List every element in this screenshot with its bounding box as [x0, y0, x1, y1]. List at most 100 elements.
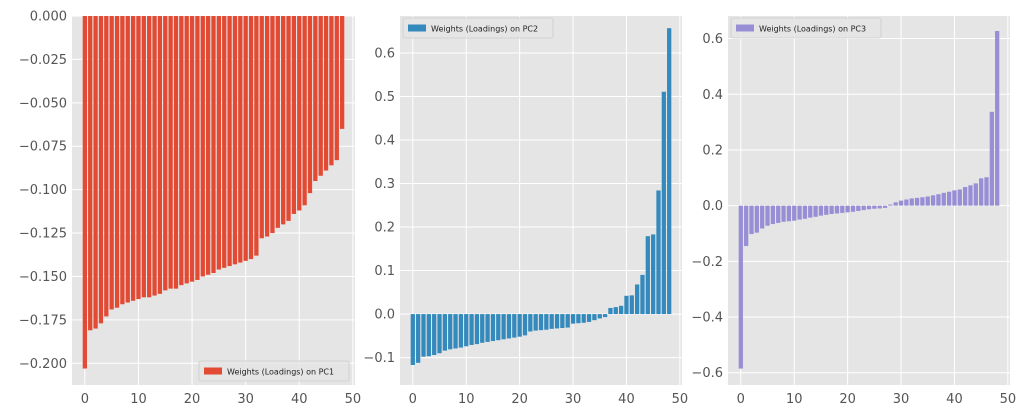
- bar: [291, 16, 297, 214]
- y-tick-label: −0.6: [691, 366, 723, 381]
- legend-box: [730, 17, 882, 39]
- bar: [770, 205, 775, 225]
- bar: [995, 31, 1000, 206]
- legend-swatch: [204, 367, 222, 375]
- bar: [474, 314, 480, 345]
- y-tick-label: 0.6: [702, 32, 723, 47]
- bar: [813, 205, 818, 217]
- y-tick-label: −0.050: [19, 96, 67, 111]
- bar: [437, 314, 442, 354]
- bar: [501, 314, 506, 340]
- y-tick-label: 0.0: [374, 308, 395, 323]
- bar: [168, 16, 173, 289]
- bar: [448, 314, 453, 350]
- bar: [629, 295, 634, 315]
- bar: [222, 16, 227, 268]
- bar: [565, 314, 570, 328]
- y-tick-label: −0.125: [19, 227, 67, 242]
- bar: [506, 314, 512, 339]
- bar: [109, 16, 114, 310]
- bar: [861, 205, 866, 211]
- bar: [211, 16, 216, 273]
- bar: [410, 314, 415, 365]
- bar: [426, 314, 431, 357]
- legend-label-pc2: Weights (Loadings) on PC2: [431, 25, 538, 34]
- y-tick-label: 0.6: [374, 46, 395, 61]
- bar: [824, 205, 829, 215]
- bar: [254, 16, 259, 256]
- legend-box: [198, 360, 350, 382]
- bar: [984, 177, 989, 206]
- bar: [829, 205, 834, 215]
- bar: [946, 191, 952, 206]
- x-tick-label: 30: [893, 392, 910, 407]
- bar: [898, 200, 904, 206]
- bar: [533, 314, 538, 331]
- bar: [893, 202, 898, 206]
- bar: [882, 205, 888, 208]
- y-tick-label: −0.4: [691, 311, 723, 326]
- bar: [866, 205, 872, 210]
- y-tick-label: −0.025: [19, 53, 67, 68]
- bar: [82, 16, 88, 369]
- bar: [318, 16, 323, 176]
- legend-label-pc3: Weights (Loadings) on PC3: [759, 25, 866, 34]
- bar: [125, 16, 130, 303]
- bar: [538, 314, 544, 331]
- bar: [613, 307, 618, 315]
- y-tick-label: 0.000: [30, 10, 67, 25]
- bar: [464, 314, 469, 347]
- bar: [818, 205, 824, 216]
- bar: [517, 314, 522, 337]
- bar: [656, 190, 661, 315]
- bar: [549, 314, 554, 329]
- bar: [979, 178, 984, 206]
- bar: [93, 16, 98, 329]
- x-tick-label: 0: [409, 392, 417, 407]
- bar: [496, 314, 501, 341]
- x-tick-label: 10: [130, 392, 147, 407]
- x-tick-label: 50: [1000, 392, 1017, 407]
- bar: [163, 16, 168, 291]
- bar: [120, 16, 125, 305]
- bar: [651, 234, 656, 315]
- chart-pc2: Weights (Loadings) on PC2 0 10 20 30 40 50 −0.…: [363, 16, 688, 407]
- bar: [281, 16, 286, 225]
- bar: [98, 16, 104, 324]
- bar: [544, 314, 549, 330]
- bar: [786, 205, 792, 222]
- x-tick-label: 10: [786, 392, 803, 407]
- bar: [114, 16, 120, 308]
- x-tick-label: 50: [672, 392, 689, 407]
- y-tick-label: −0.1: [363, 351, 395, 366]
- bar: [781, 205, 786, 222]
- bar: [130, 16, 136, 301]
- bar: [200, 16, 205, 277]
- bar: [776, 205, 781, 223]
- bar: [152, 16, 157, 296]
- bar: [872, 205, 877, 209]
- y-tick-label: 0.3: [374, 177, 395, 192]
- bar: [760, 205, 765, 229]
- bar: [845, 205, 850, 213]
- x-tick-label: 0: [737, 392, 745, 407]
- bar: [313, 16, 318, 181]
- bar: [480, 314, 485, 343]
- legend-box: [402, 17, 554, 39]
- bar: [973, 183, 978, 206]
- bar: [104, 16, 109, 317]
- bar: [930, 195, 936, 206]
- bar: [339, 16, 345, 129]
- bar: [522, 314, 528, 336]
- bar: [608, 307, 613, 315]
- bar: [840, 205, 845, 213]
- bar: [136, 16, 141, 300]
- bar: [963, 186, 968, 206]
- bar: [602, 314, 608, 318]
- bar: [667, 28, 672, 315]
- y-tick-label: −0.150: [19, 270, 67, 285]
- x-tick-label: 40: [291, 392, 308, 407]
- bar: [925, 196, 930, 206]
- bar: [968, 185, 973, 206]
